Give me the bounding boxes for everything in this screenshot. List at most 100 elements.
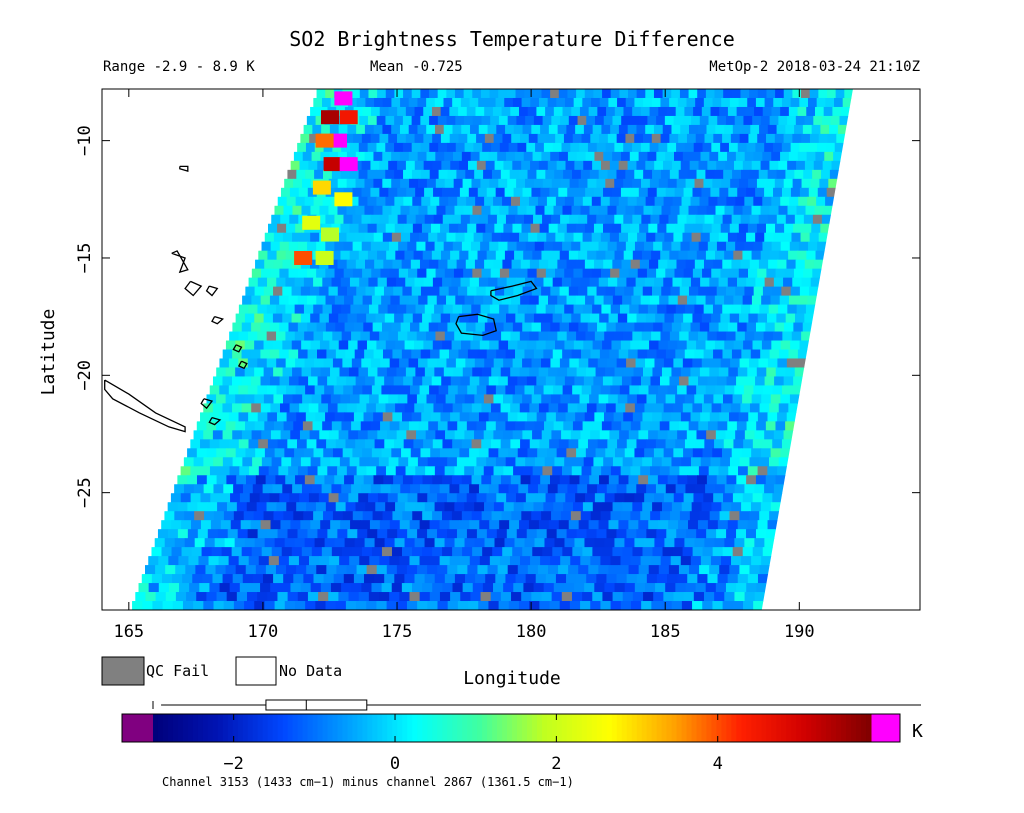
heat-cell	[728, 466, 739, 476]
heat-cell	[291, 547, 303, 557]
heat-cell	[154, 538, 166, 548]
heat-cell	[397, 331, 408, 342]
heat-cell	[748, 178, 758, 189]
heat-cell	[666, 529, 677, 539]
heat-cell	[376, 565, 388, 575]
heat-cell	[724, 385, 735, 396]
heat-cell	[277, 529, 289, 539]
heat-cell	[158, 583, 170, 593]
heat-cell	[381, 583, 393, 593]
heat-cell	[361, 160, 372, 171]
heat-cell	[752, 439, 764, 449]
swath-cells	[132, 89, 853, 610]
heat-cell	[485, 574, 496, 584]
heat-cell	[521, 160, 531, 171]
heat-cell	[471, 178, 482, 189]
heat-cell	[443, 304, 454, 315]
heat-cell	[735, 196, 745, 207]
heat-cell	[203, 457, 214, 467]
heat-cell	[555, 412, 567, 422]
heat-cell	[172, 574, 183, 584]
heat-cell	[379, 160, 389, 171]
heat-cell	[689, 565, 700, 575]
heat-cell	[584, 89, 594, 99]
heat-cell	[527, 268, 538, 279]
heat-cell	[471, 241, 481, 252]
heat-cell	[491, 367, 502, 378]
chart-title: SO2 Brightness Temperature Difference	[289, 27, 735, 51]
heat-cell	[383, 286, 394, 297]
heat-cell	[520, 196, 530, 207]
heat-cell	[618, 475, 630, 485]
heat-cell	[269, 295, 280, 306]
heat-cell	[652, 367, 663, 378]
heat-cell	[764, 142, 774, 153]
heat-cell	[733, 160, 744, 171]
heat-cell	[437, 457, 448, 467]
heat-cell	[620, 304, 630, 315]
heat-cell	[668, 295, 679, 306]
heat-cell	[308, 376, 319, 387]
heat-cell	[664, 232, 675, 243]
heat-cell	[213, 601, 225, 610]
heat-cell	[614, 493, 626, 503]
heat-cell	[644, 538, 656, 548]
heat-cell	[499, 556, 511, 566]
heat-cell	[484, 133, 495, 144]
heat-cell	[580, 556, 591, 566]
heat-cell	[361, 358, 372, 369]
heat-cell	[665, 268, 676, 279]
heat-cell	[446, 142, 457, 153]
heat-cell	[546, 232, 556, 243]
heat-cell	[464, 232, 475, 243]
heat-cell	[786, 412, 797, 422]
heat-cell	[479, 556, 491, 566]
heat-cell	[349, 223, 360, 234]
heat-cell	[749, 457, 760, 467]
heat-cell	[301, 367, 312, 378]
heat-cell	[238, 439, 250, 449]
heat-cell	[754, 430, 765, 440]
heat-cell	[465, 169, 475, 180]
heat-cell	[307, 241, 317, 252]
heat-cell	[518, 484, 529, 494]
heat-cell	[702, 223, 713, 234]
heat-cell	[345, 349, 356, 360]
heat-cell	[804, 115, 814, 126]
heat-cell	[348, 367, 360, 378]
colorbar-segment	[726, 714, 732, 742]
heat-cell	[468, 601, 479, 610]
heat-cell	[529, 439, 541, 449]
heat-cell	[717, 574, 729, 584]
heat-cell	[349, 457, 360, 467]
heat-cell	[486, 349, 497, 360]
heat-cell	[764, 538, 775, 548]
heat-cell	[323, 448, 334, 458]
heat-cell	[364, 205, 375, 216]
heat-cell	[456, 529, 468, 539]
heat-cell	[625, 97, 636, 108]
heat-cell	[145, 565, 156, 575]
heat-cell	[497, 277, 508, 288]
heat-cell	[394, 223, 405, 234]
heat-cell	[732, 547, 744, 557]
heat-cell	[486, 97, 497, 108]
heat-cell	[484, 196, 494, 207]
heat-cell	[705, 484, 716, 494]
heat-cell	[338, 430, 349, 440]
heat-cell	[580, 169, 591, 180]
heat-cell	[615, 286, 625, 297]
heat-cell	[345, 439, 356, 449]
heat-cell	[657, 430, 669, 440]
heat-cell	[493, 133, 504, 144]
heat-cell	[698, 376, 709, 387]
heat-cell	[536, 529, 548, 539]
heat-cell	[834, 142, 845, 153]
heat-cell	[679, 421, 690, 431]
heat-cell	[705, 89, 716, 99]
colorbar-segment	[846, 714, 852, 742]
heat-cell	[619, 430, 630, 440]
heat-cell	[383, 349, 394, 360]
heat-cell	[764, 232, 774, 243]
heat-cell	[713, 493, 724, 503]
